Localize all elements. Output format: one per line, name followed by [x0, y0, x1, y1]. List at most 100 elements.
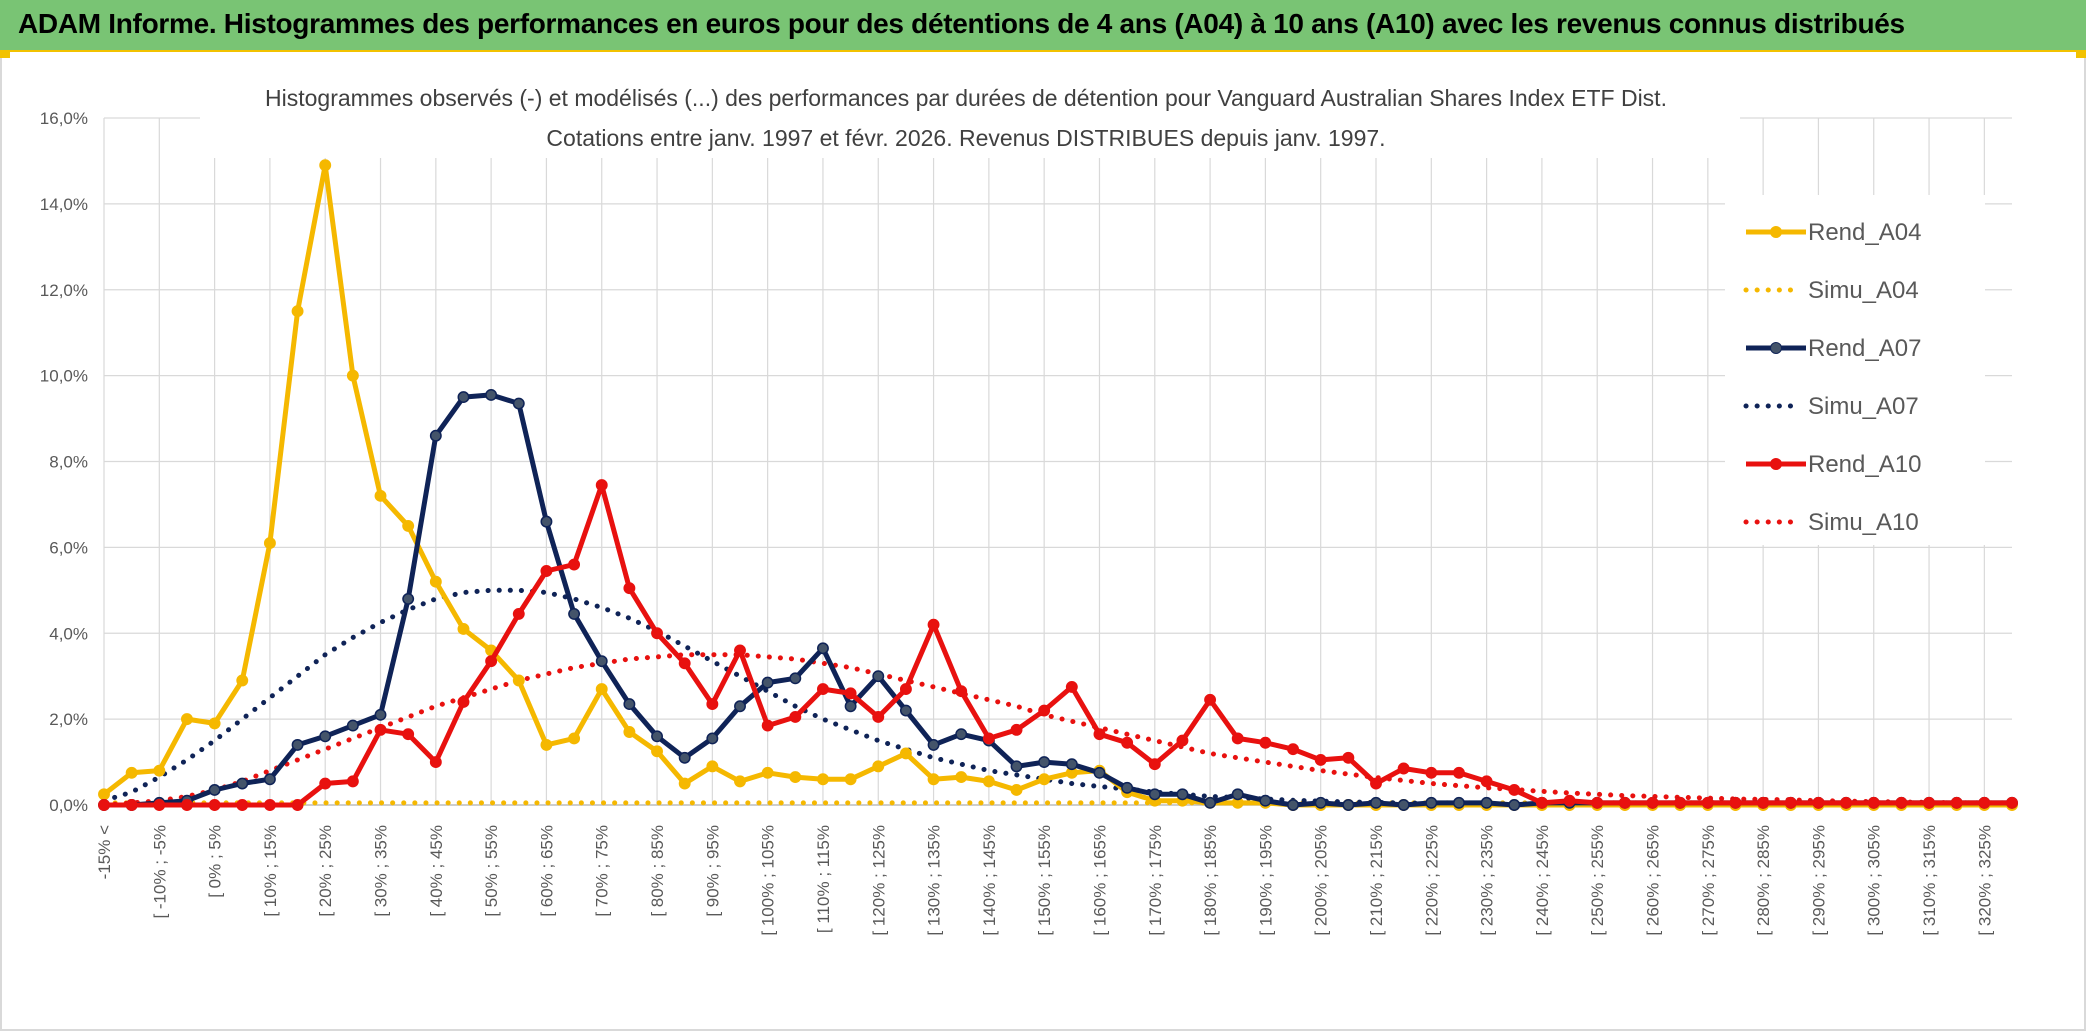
- data-point: [1010, 723, 1023, 736]
- legend-backdrop: [1725, 195, 1985, 545]
- y-tick-label: 2,0%: [49, 710, 88, 729]
- data-point: [319, 777, 332, 790]
- series-Simu_A10: [101, 652, 2015, 808]
- data-point: [927, 738, 940, 751]
- data-point: [872, 670, 885, 683]
- x-tick-label: [ -10% ; -5%: [150, 825, 169, 919]
- y-tick-label: 6,0%: [49, 538, 88, 557]
- data-point: [1204, 693, 1217, 706]
- x-axis-tick-labels: -15% < [ -10% ; -5% [ 0% ; 5% [ 10% ; 15% [ …: [95, 825, 1994, 936]
- data-point: [236, 799, 249, 811]
- data-point: [1784, 796, 1797, 809]
- data-point: [1508, 799, 1521, 811]
- data-point: [1370, 796, 1382, 809]
- data-point: [734, 644, 746, 657]
- data-point: [982, 775, 995, 788]
- data-point: [651, 745, 663, 758]
- data-point: [678, 751, 691, 764]
- data-point: [1397, 762, 1410, 775]
- data-point: [706, 732, 719, 745]
- data-point: [402, 519, 415, 532]
- data-point: [844, 687, 857, 700]
- legend-label: Simu_A10: [1808, 509, 1919, 536]
- data-point: [899, 747, 912, 760]
- data-point: [485, 388, 498, 401]
- data-point: [181, 799, 193, 811]
- data-point: [153, 799, 166, 811]
- y-tick-label: 10,0%: [40, 367, 88, 386]
- x-tick-label: [ 150% ; 155%: [1035, 825, 1054, 936]
- x-tick-label: [ 120% ; 125%: [869, 825, 888, 936]
- legend-label: Rend_A04: [1808, 219, 1921, 246]
- x-tick-label: [ 50% ; 55%: [482, 825, 501, 917]
- legend-label: Rend_A10: [1808, 451, 1921, 478]
- data-point: [1093, 766, 1106, 779]
- data-point: [263, 537, 276, 550]
- data-point: [1425, 766, 1438, 779]
- data-point: [817, 683, 829, 696]
- data-point: [595, 479, 608, 492]
- data-point: [1038, 756, 1051, 769]
- data-point: [595, 683, 608, 696]
- x-tick-label: -15% <: [95, 825, 114, 879]
- x-tick-label: [ 10% ; 15%: [261, 825, 280, 917]
- series-Rend_A10: [98, 479, 2018, 811]
- data-point: [1314, 796, 1327, 809]
- data-point: [1923, 796, 1935, 809]
- data-point: [844, 700, 857, 713]
- legend-marker: [1770, 226, 1782, 238]
- data-point: [1591, 796, 1604, 809]
- data-point: [1867, 796, 1880, 809]
- legend: Rend_A04 Simu_A04 Rend_A07 Simu_A07 Rend_A10…: [1725, 195, 1985, 545]
- data-point: [761, 766, 774, 779]
- x-tick-label: [ 300% ; 305%: [1865, 825, 1884, 936]
- data-point: [346, 775, 359, 788]
- x-tick-label: [ 180% ; 185%: [1201, 825, 1220, 936]
- data-point: [346, 719, 359, 732]
- data-point: [263, 799, 276, 811]
- data-point: [1701, 796, 1714, 809]
- data-point: [181, 713, 193, 726]
- title-backdrop: [200, 80, 1740, 158]
- data-point: [1535, 796, 1548, 809]
- x-tick-label: [ 160% ; 165%: [1090, 825, 1109, 936]
- data-point: [540, 515, 553, 528]
- data-point: [1646, 796, 1659, 809]
- data-point: [1342, 751, 1355, 764]
- report-title: ADAM Informe. Histogrammes des performan…: [18, 8, 1905, 39]
- data-point: [623, 582, 636, 595]
- data-point: [1065, 680, 1078, 693]
- x-tick-label: [ 130% ; 135%: [925, 825, 944, 936]
- x-tick-label: [ 220% ; 225%: [1422, 825, 1441, 936]
- data-point: [1480, 796, 1493, 809]
- y-axis-tick-labels: 0,0% 2,0% 4,0% 6,0% 8,0% 10,0% 12,0% 14,0% 16,0%: [40, 109, 88, 815]
- legend-item-Rend_A10: Rend_A10: [1746, 451, 1921, 478]
- data-point: [1397, 799, 1410, 811]
- x-tick-label: [ 240% ; 245%: [1533, 825, 1552, 936]
- data-point: [402, 592, 415, 605]
- data-point: [1065, 758, 1078, 771]
- data-point: [1757, 796, 1770, 809]
- data-point: [927, 618, 940, 631]
- x-tick-label: [ 70% ; 75%: [593, 825, 612, 917]
- x-tick-label: [ 110% ; 115%: [814, 825, 833, 933]
- data-point: [263, 773, 276, 786]
- x-tick-label: [ 80% ; 85%: [648, 825, 667, 917]
- title-banner: ADAM Informe. Histogrammes des performan…: [0, 0, 2086, 52]
- data-point: [927, 773, 940, 786]
- data-point: [346, 369, 359, 382]
- data-point: [1010, 760, 1023, 773]
- data-point: [98, 788, 110, 801]
- data-point: [236, 777, 249, 790]
- data-point: [1121, 736, 1134, 749]
- data-point: [402, 728, 415, 741]
- data-point: [872, 711, 885, 723]
- data-point: [1950, 796, 1963, 809]
- data-point: [623, 726, 636, 738]
- data-point: [955, 685, 968, 698]
- data-point: [817, 642, 829, 655]
- x-tick-label: [ 250% ; 255%: [1588, 825, 1607, 936]
- x-tick-label: [ 270% ; 275%: [1699, 825, 1718, 936]
- legend-item-Simu_A04: Simu_A04: [1743, 277, 1919, 304]
- data-point: [1895, 796, 1908, 809]
